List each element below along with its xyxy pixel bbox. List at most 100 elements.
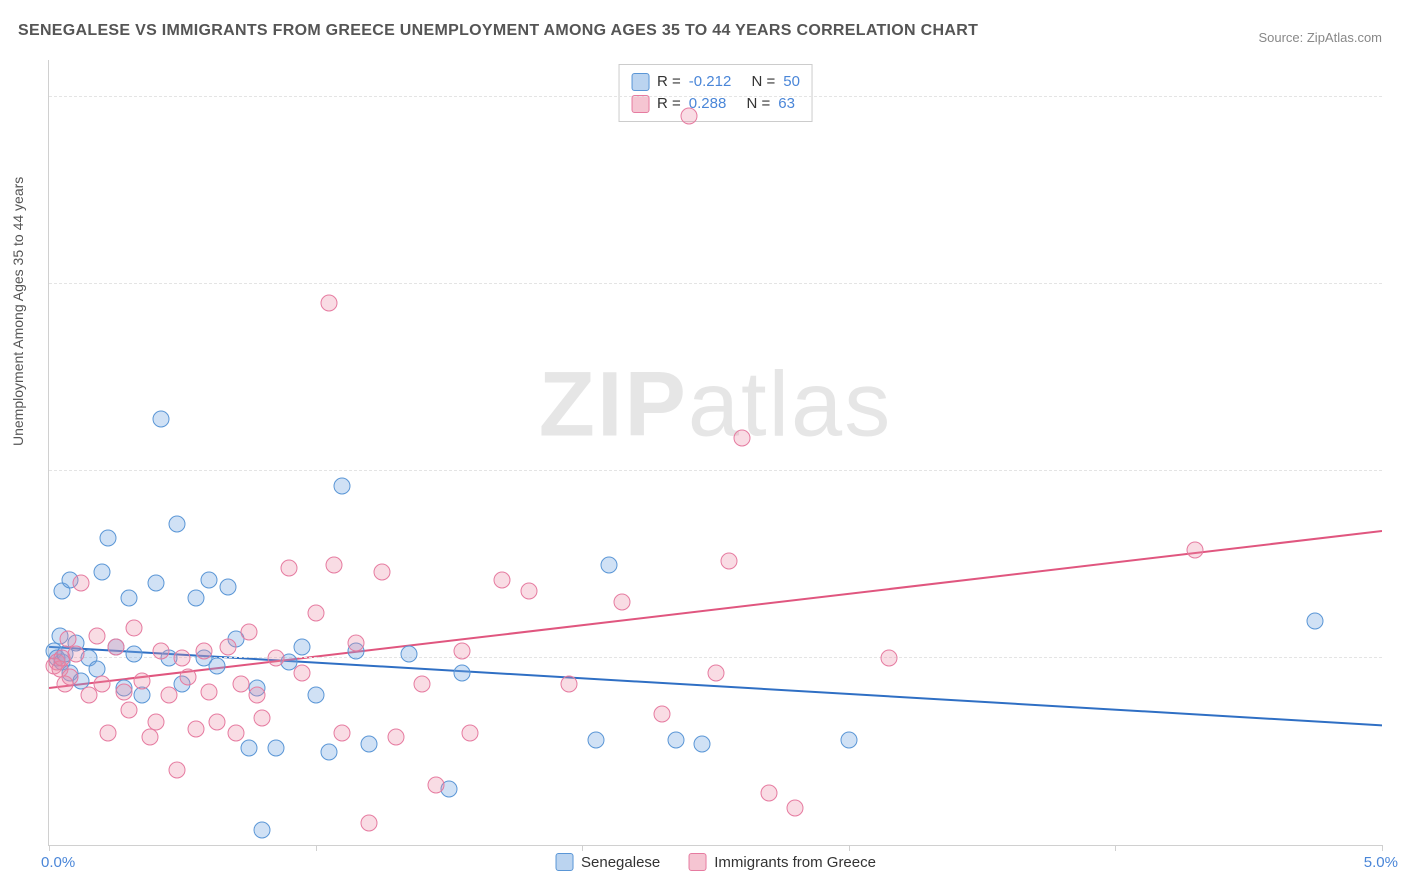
scatter-point [720, 552, 737, 569]
watermark-bold: ZIP [539, 354, 688, 456]
swatch-senegalese [555, 853, 573, 871]
swatch-greece [688, 853, 706, 871]
scatter-point [174, 650, 191, 667]
scatter-point [734, 429, 751, 446]
correlation-legend: R = -0.212 N = 50 R = 0.288 N = 63 [618, 64, 813, 122]
legend-item-senegalese: Senegalese [555, 853, 660, 871]
scatter-point [320, 743, 337, 760]
scatter-point [126, 646, 143, 663]
scatter-point [462, 724, 479, 741]
scatter-point [680, 108, 697, 125]
y-axis-label: Unemployment Among Ages 35 to 44 years [10, 177, 26, 446]
scatter-point [760, 784, 777, 801]
scatter-point [227, 724, 244, 741]
x-tick [1115, 845, 1116, 851]
scatter-point [400, 646, 417, 663]
scatter-point [187, 721, 204, 738]
scatter-point [168, 762, 185, 779]
scatter-point [208, 657, 225, 674]
scatter-point [120, 702, 137, 719]
gridline [49, 470, 1382, 471]
gridline [49, 96, 1382, 97]
scatter-point [667, 732, 684, 749]
scatter-point [160, 687, 177, 704]
scatter-point [99, 724, 116, 741]
scatter-point [147, 713, 164, 730]
scatter-point [654, 706, 671, 723]
scatter-point [694, 736, 711, 753]
scatter-point [168, 515, 185, 532]
scatter-point [840, 732, 857, 749]
scatter-point [614, 594, 631, 611]
scatter-point [152, 642, 169, 659]
scatter-point [107, 638, 124, 655]
x-tick [316, 845, 317, 851]
scatter-point [72, 575, 89, 592]
scatter-point [115, 683, 132, 700]
scatter-point [94, 564, 111, 581]
chart-area: ZIPatlas R = -0.212 N = 50 R = 0.288 N =… [48, 60, 1382, 846]
x-tick [849, 845, 850, 851]
chart-title: SENEGALESE VS IMMIGRANTS FROM GREECE UNE… [18, 22, 978, 40]
x-tick [582, 845, 583, 851]
scatter-point [334, 478, 351, 495]
scatter-point [454, 642, 471, 659]
trend-lines [49, 60, 1382, 845]
n-label: N = [752, 71, 776, 93]
scatter-point [232, 676, 249, 693]
scatter-point [427, 777, 444, 794]
scatter-point [787, 799, 804, 816]
scatter-point [187, 590, 204, 607]
scatter-point [134, 672, 151, 689]
scatter-point [142, 728, 159, 745]
scatter-point [326, 556, 343, 573]
gridline [49, 657, 1382, 658]
scatter-point [880, 650, 897, 667]
scatter-point [267, 739, 284, 756]
scatter-point [200, 571, 217, 588]
scatter-point [134, 687, 151, 704]
x-tick [49, 845, 50, 851]
scatter-point [414, 676, 431, 693]
scatter-point [126, 620, 143, 637]
scatter-point [195, 642, 212, 659]
x-start-label: 0.0% [41, 854, 75, 871]
x-tick [1382, 845, 1383, 851]
scatter-point [267, 650, 284, 667]
scatter-point [67, 646, 84, 663]
scatter-point [707, 665, 724, 682]
swatch-greece [631, 95, 649, 113]
scatter-point [248, 687, 265, 704]
scatter-point [219, 638, 236, 655]
scatter-point [208, 713, 225, 730]
scatter-point [240, 623, 257, 640]
scatter-point [219, 579, 236, 596]
scatter-point [1187, 541, 1204, 558]
scatter-point [1307, 612, 1324, 629]
scatter-point [560, 676, 577, 693]
scatter-point [94, 676, 111, 693]
scatter-point [200, 683, 217, 700]
legend-item-greece: Immigrants from Greece [688, 853, 876, 871]
scatter-point [254, 709, 271, 726]
scatter-point [254, 822, 271, 839]
scatter-point [147, 575, 164, 592]
legend-label-senegalese: Senegalese [581, 854, 660, 871]
scatter-point [320, 294, 337, 311]
r-label: R = [657, 71, 681, 93]
series-legend: Senegalese Immigrants from Greece [555, 853, 876, 871]
r-value-senegalese: -0.212 [689, 71, 732, 93]
scatter-point [454, 665, 471, 682]
scatter-point [88, 627, 105, 644]
scatter-point [334, 724, 351, 741]
scatter-point [62, 668, 79, 685]
scatter-point [120, 590, 137, 607]
legend-label-greece: Immigrants from Greece [714, 854, 876, 871]
scatter-point [347, 635, 364, 652]
scatter-point [240, 739, 257, 756]
legend-row-senegalese: R = -0.212 N = 50 [631, 71, 800, 93]
scatter-point [520, 582, 537, 599]
scatter-point [494, 571, 511, 588]
scatter-point [587, 732, 604, 749]
scatter-point [387, 728, 404, 745]
